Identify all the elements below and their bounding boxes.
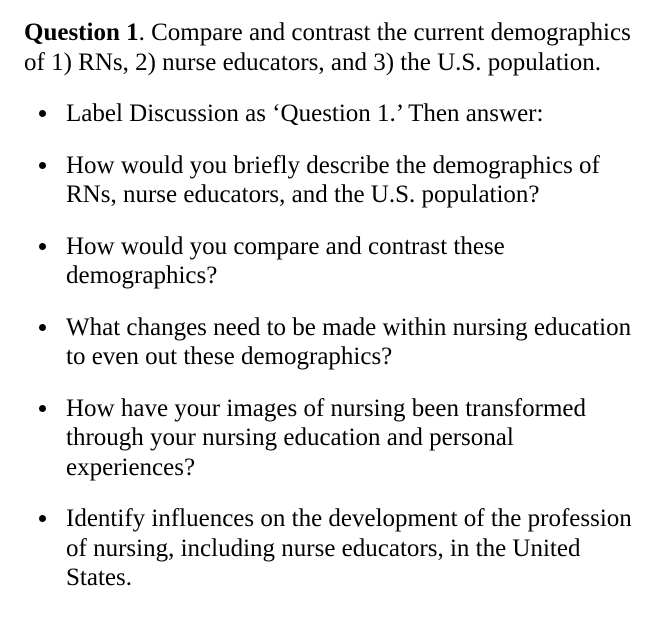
list-item-text: How would you briefly describe the demog…: [66, 152, 600, 209]
list-item: How would you compare and contrast these…: [60, 232, 638, 291]
list-item: Identify influences on the development o…: [60, 504, 638, 593]
list-item: How would you briefly describe the demog…: [60, 151, 638, 210]
list-item-text: Label Discussion as ‘Question 1.’ Then a…: [66, 100, 543, 127]
bullet-list: Label Discussion as ‘Question 1.’ Then a…: [24, 99, 638, 593]
document-page: Question 1. Compare and contrast the cur…: [0, 0, 662, 617]
list-item-text: How have your images of nursing been tra…: [66, 395, 586, 481]
question-label: Question 1: [24, 19, 139, 46]
list-item: Label Discussion as ‘Question 1.’ Then a…: [60, 99, 638, 129]
list-item-text: What changes need to be made within nurs…: [66, 314, 631, 371]
list-item: What changes need to be made within nurs…: [60, 313, 638, 372]
list-item-text: Identify influences on the development o…: [66, 505, 632, 591]
question-intro: Question 1. Compare and contrast the cur…: [24, 18, 638, 77]
list-item-text: How would you compare and contrast these…: [66, 233, 505, 290]
list-item: How have your images of nursing been tra…: [60, 394, 638, 483]
